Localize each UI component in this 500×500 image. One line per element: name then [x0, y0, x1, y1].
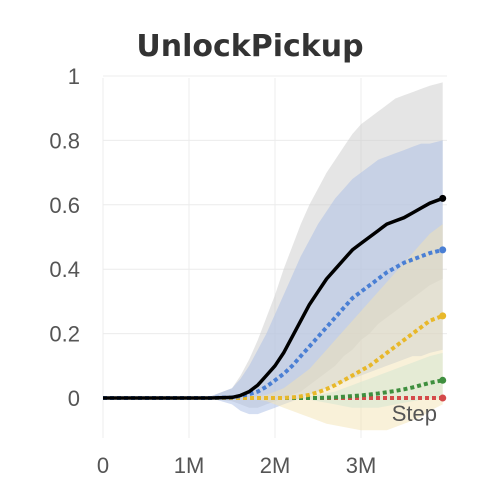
y-tick-label: 0 — [68, 386, 80, 411]
y-tick-label: 0.4 — [49, 257, 80, 282]
series-2-endpoint — [439, 312, 447, 320]
x-tick-label: 3M — [346, 453, 377, 478]
y-tick-label: 0.2 — [49, 322, 80, 347]
series-1-endpoint — [439, 246, 447, 254]
series-2-band — [103, 224, 443, 431]
x-axis-label: Step — [392, 401, 437, 426]
chart-title: UnlockPickup — [136, 29, 363, 64]
series-0-endpoint — [439, 194, 447, 202]
y-tick-label: 0.8 — [49, 128, 80, 153]
series-0-line — [103, 196, 444, 400]
x-tick-label: 0 — [97, 453, 109, 478]
x-tick-label: 1M — [174, 453, 205, 478]
y-tick-label: 0.6 — [49, 193, 80, 218]
tick-layer: 0 0.2 0.4 0.6 0.8 1 0 1M 2M 3M — [49, 64, 376, 478]
band-layer — [103, 82, 443, 431]
y-tick-label: 1 — [68, 64, 80, 89]
x-tick-label: 2M — [260, 453, 291, 478]
series-3-endpoint — [439, 376, 447, 384]
line-layer — [103, 194, 447, 402]
series-4-endpoint — [439, 394, 447, 402]
